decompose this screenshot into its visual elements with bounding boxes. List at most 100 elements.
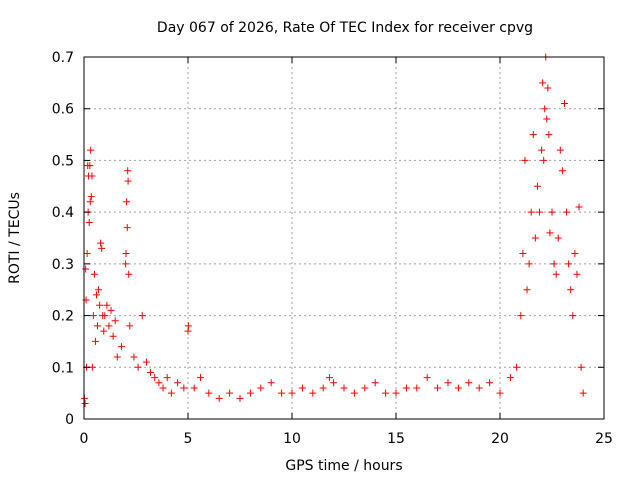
data-point [539, 79, 547, 87]
data-point [552, 270, 560, 278]
data-point [196, 374, 204, 382]
y-axis-label: ROTI / TECUs [7, 192, 23, 284]
data-point [180, 384, 188, 392]
y-tick-label: 0.6 [52, 102, 74, 118]
data-point [205, 389, 213, 397]
data-point [531, 234, 539, 242]
data-point [126, 322, 134, 330]
data-point [546, 229, 554, 237]
data-point [544, 84, 552, 92]
x-tick-label: 15 [387, 431, 405, 447]
data-point [124, 177, 132, 185]
data-point [151, 374, 159, 382]
data-point [361, 384, 369, 392]
data-point [371, 379, 379, 387]
data-point [226, 389, 234, 397]
data-point [278, 389, 286, 397]
data-point [107, 306, 115, 314]
data-point [86, 162, 94, 170]
axis-ticks [83, 56, 605, 420]
data-point [159, 384, 167, 392]
data-point [215, 394, 223, 402]
data-point [402, 384, 410, 392]
data-point [111, 317, 119, 325]
data-point [567, 286, 575, 294]
data-point [513, 363, 521, 371]
data-point [571, 250, 579, 258]
data-point [138, 312, 146, 320]
data-point [392, 389, 400, 397]
data-point [350, 389, 358, 397]
data-point [444, 379, 452, 387]
data-point [89, 312, 97, 320]
plot-frame [83, 56, 605, 420]
data-point [86, 198, 94, 206]
data-point [325, 374, 333, 382]
data-point [90, 270, 98, 278]
data-point [523, 286, 531, 294]
data-point [538, 146, 546, 154]
y-tick-label: 0 [65, 412, 74, 428]
data-point [98, 244, 106, 252]
data-point [382, 389, 390, 397]
data-point [123, 224, 131, 232]
data-point [122, 250, 130, 258]
data-point [434, 384, 442, 392]
data-point [506, 374, 514, 382]
data-point [122, 260, 130, 268]
data-point [465, 379, 473, 387]
x-tick-label: 5 [184, 431, 193, 447]
y-tick-label: 0.1 [52, 360, 74, 376]
data-point [94, 322, 102, 330]
data-point [96, 301, 104, 309]
data-point [423, 374, 431, 382]
data-point [92, 291, 100, 299]
data-point [543, 115, 551, 123]
y-tick-label: 0.2 [52, 309, 74, 325]
data-point [155, 379, 163, 387]
data-point [486, 379, 494, 387]
data-point [246, 389, 254, 397]
data-point [101, 312, 109, 320]
data-point [174, 379, 182, 387]
data-point [573, 270, 581, 278]
data-point [190, 384, 198, 392]
data-point [517, 312, 525, 320]
data-point [105, 322, 113, 330]
data-points [80, 53, 587, 407]
data-point [125, 270, 133, 278]
data-point [569, 312, 577, 320]
data-point [309, 389, 317, 397]
data-point [496, 389, 504, 397]
data-point [545, 131, 553, 139]
data-point [536, 208, 544, 216]
data-point [117, 343, 125, 351]
y-tick-label: 0.7 [52, 50, 74, 66]
data-point [95, 286, 103, 294]
data-point [91, 337, 99, 345]
data-point [577, 363, 585, 371]
data-point [288, 389, 296, 397]
data-point [540, 156, 548, 164]
chart-title: Day 067 of 2026, Rate Of TEC Index for r… [157, 20, 533, 36]
grid-lines [84, 57, 604, 419]
x-tick-labels: 0 5 10 15 20 25 [80, 431, 613, 447]
data-point [87, 146, 95, 154]
data-point [113, 353, 121, 361]
data-point [529, 131, 537, 139]
data-point [142, 358, 150, 366]
data-point [454, 384, 462, 392]
data-point [563, 208, 571, 216]
y-tick-label: 0.3 [52, 257, 74, 273]
data-point [124, 167, 132, 175]
data-point [475, 384, 483, 392]
data-point [85, 218, 93, 226]
data-point [123, 198, 131, 206]
data-point [340, 384, 348, 392]
data-point [100, 327, 108, 335]
data-point [103, 301, 111, 309]
data-point [163, 374, 171, 382]
data-point [298, 384, 306, 392]
data-point [519, 250, 527, 258]
